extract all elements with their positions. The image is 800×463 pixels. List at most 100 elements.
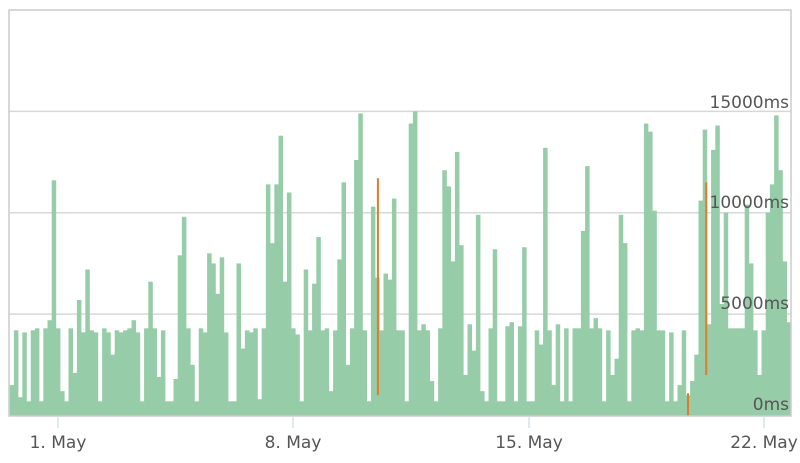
bar [677,385,682,416]
bar [778,170,783,416]
bar [706,324,712,416]
bar [219,257,225,416]
bar [278,135,283,416]
bar [139,401,145,416]
bar [144,328,149,416]
bar [719,303,724,416]
bar [698,200,703,416]
bar [370,206,376,416]
bar [601,401,607,416]
bar [450,261,456,416]
bar [333,330,338,416]
bar [652,210,657,416]
bar [387,279,393,416]
bar [152,328,157,416]
bar [530,401,535,416]
bar [249,332,254,416]
bar [505,326,510,416]
bar [723,212,729,416]
bar [727,328,733,416]
bar [324,328,330,416]
bar [635,328,640,416]
bar [627,401,632,416]
bar [589,328,594,416]
bar [593,318,598,416]
bar [471,350,477,416]
bar [236,263,241,416]
bar [379,330,384,416]
bar [400,330,405,416]
bar [51,180,57,416]
bar [47,320,52,416]
bar [559,401,565,416]
bar [240,348,246,416]
bar [417,330,422,416]
bar [459,245,464,416]
bar [702,129,708,416]
bar [488,328,493,416]
bar [30,330,36,416]
bar [127,328,132,416]
bar [475,214,481,416]
bar [354,160,359,416]
bar [228,401,233,416]
bar [102,328,107,416]
bar [160,330,166,416]
y-tick-label: 5000ms [720,294,789,314]
bar [429,381,435,416]
bar [123,330,128,416]
bar [320,330,325,416]
bar [744,204,750,416]
bar [64,401,69,416]
bar [467,324,472,416]
bar [194,401,199,416]
bar [412,111,418,416]
bar [244,330,250,416]
bar [223,332,229,416]
bar [618,214,624,416]
bar [316,237,321,416]
bar [576,328,582,416]
bar [396,330,401,416]
y-tick-label: 0ms [753,395,789,415]
bar [610,374,615,416]
bar [215,293,220,416]
bar [715,125,720,416]
bar [564,328,569,416]
bar [614,358,619,416]
bar [463,374,468,416]
bar [673,401,678,416]
bar [345,364,351,416]
bar [274,184,279,416]
bar [769,184,775,416]
bar [782,261,787,416]
bar [454,151,460,416]
bar-series [9,111,792,416]
bar [492,249,498,416]
bar [501,401,506,416]
bar [97,401,103,416]
bar [55,328,61,416]
plot-frame [8,9,792,417]
bar [496,401,502,416]
y-axis-labels: 0ms 5000ms 10000ms 15000ms [710,93,790,415]
bar [148,281,153,416]
bar [480,391,485,416]
bar [631,330,636,416]
bar [198,328,204,416]
bar [173,379,178,416]
bar [740,328,745,416]
bar [442,170,447,416]
bar [328,391,334,416]
x-tick-label: 15. May [495,433,563,453]
bar [291,328,296,416]
bar [39,401,44,416]
bar [349,328,355,416]
bar [736,328,741,416]
bar [362,330,367,416]
x-tick-label: 22. May [730,433,798,453]
bar [597,328,603,416]
bar [358,113,363,416]
bar [551,385,556,416]
